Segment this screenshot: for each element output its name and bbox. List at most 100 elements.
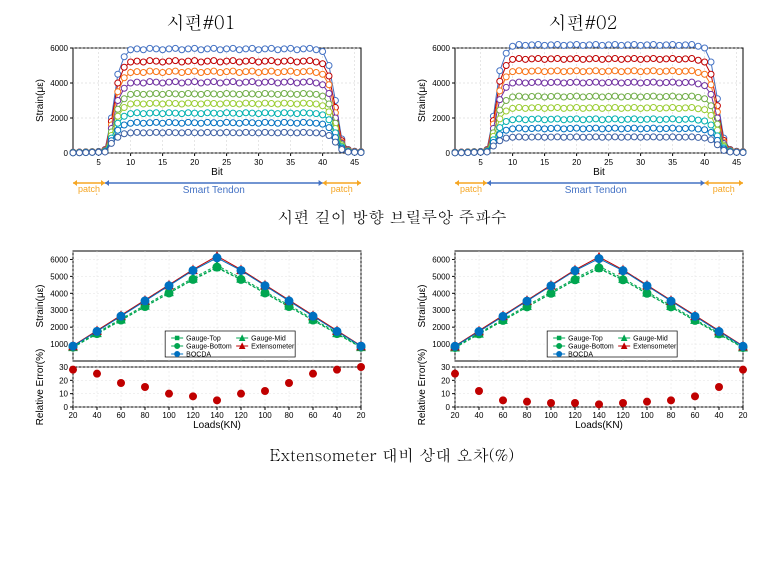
svg-text:80: 80 (667, 411, 676, 420)
svg-text:Strain(με): Strain(με) (35, 79, 46, 122)
svg-text:40: 40 (700, 158, 709, 167)
svg-text:Relative Error(%): Relative Error(%) (417, 349, 428, 426)
svg-text:Loads(KN): Loads(KN) (193, 420, 241, 431)
svg-text:20: 20 (572, 158, 581, 167)
svg-text:20: 20 (451, 411, 460, 420)
svg-text:30: 30 (636, 158, 645, 167)
svg-text:10: 10 (59, 390, 68, 399)
svg-text:25: 25 (604, 158, 613, 167)
svg-text:2000: 2000 (50, 323, 68, 332)
svg-text:80: 80 (523, 411, 532, 420)
svg-text:45: 45 (350, 158, 359, 167)
svg-text:Smart Tendon: Smart Tendon (183, 185, 245, 195)
svg-text:5000: 5000 (432, 272, 450, 281)
svg-text:BOCDA: BOCDA (186, 352, 211, 359)
svg-text:120: 120 (186, 411, 200, 420)
svg-text:10: 10 (508, 158, 517, 167)
svg-text:Relative Error(%): Relative Error(%) (35, 349, 46, 426)
svg-text:3000: 3000 (50, 306, 68, 315)
svg-text:10: 10 (126, 158, 135, 167)
svg-text:6000: 6000 (50, 255, 68, 264)
svg-text:5: 5 (478, 158, 483, 167)
svg-text:20: 20 (441, 376, 450, 385)
load-error-chart-2-svg: 1000 2000 3000 4000 5000 6000 Strain(με) Gauge-… (413, 243, 753, 433)
svg-text:40: 40 (93, 411, 102, 420)
svg-text:2000: 2000 (50, 114, 68, 123)
svg-text:120: 120 (616, 411, 630, 420)
svg-text:4000: 4000 (432, 289, 450, 298)
svg-text:100: 100 (640, 411, 654, 420)
svg-text:patchcord: patchcord (713, 184, 735, 195)
svg-text:1000: 1000 (50, 340, 68, 349)
svg-text:60: 60 (117, 411, 126, 420)
svg-text:35: 35 (668, 158, 677, 167)
svg-text:patchcord: patchcord (331, 184, 353, 195)
svg-text:4000: 4000 (432, 79, 450, 88)
svg-text:Gauge-Mid: Gauge-Mid (633, 336, 668, 343)
svg-text:Smart Tendon: Smart Tendon (565, 185, 627, 195)
svg-text:25: 25 (222, 158, 231, 167)
svg-text:Strain(με): Strain(με) (417, 79, 428, 122)
svg-text:6000: 6000 (50, 44, 68, 53)
svg-text:20: 20 (69, 411, 78, 420)
svg-text:80: 80 (285, 411, 294, 420)
svg-text:4000: 4000 (50, 289, 68, 298)
svg-text:Gauge-Mid: Gauge-Mid (251, 336, 286, 343)
load-chart-panel-1: 1000 2000 3000 4000 5000 6000 Strain(με) Gauge-… (31, 243, 371, 433)
svg-text:Bit: Bit (593, 167, 605, 178)
svg-text:0: 0 (446, 149, 451, 158)
svg-text:Gauge-Bottom: Gauge-Bottom (568, 344, 614, 351)
svg-text:5000: 5000 (50, 272, 68, 281)
panel-1-title: 시편#01 (31, 10, 371, 35)
svg-text:40: 40 (715, 411, 724, 420)
svg-text:Strain(με): Strain(με) (417, 284, 428, 327)
svg-text:120: 120 (234, 411, 248, 420)
svg-text:BOCDA: BOCDA (568, 352, 593, 359)
svg-text:60: 60 (309, 411, 318, 420)
svg-text:120: 120 (568, 411, 582, 420)
svg-text:2000: 2000 (432, 323, 450, 332)
svg-text:Gauge-Bottom: Gauge-Bottom (186, 344, 232, 351)
load-chart-panel-2: 1000 2000 3000 4000 5000 6000 Strain(με) Gauge-… (413, 243, 753, 433)
svg-text:Bit: Bit (211, 167, 223, 178)
svg-text:80: 80 (141, 411, 150, 420)
svg-text:40: 40 (333, 411, 342, 420)
svg-text:0: 0 (64, 149, 69, 158)
svg-text:Extensometer: Extensometer (633, 344, 677, 351)
svg-text:4000: 4000 (50, 79, 68, 88)
strain-chart-1-svg: 510152025303540450200040006000BitStrain(… (31, 40, 371, 195)
svg-text:40: 40 (318, 158, 327, 167)
svg-text:Gauge-Top: Gauge-Top (568, 336, 603, 343)
svg-text:40: 40 (475, 411, 484, 420)
svg-text:6000: 6000 (432, 255, 450, 264)
svg-text:20: 20 (357, 411, 366, 420)
svg-text:Strain(με): Strain(με) (35, 284, 46, 327)
svg-text:140: 140 (210, 411, 224, 420)
svg-text:35: 35 (286, 158, 295, 167)
strain-chart-2-svg: 5 10 15 20 25 30 35 40 45 0 2000 4000 6000 Bit Strain(… (413, 40, 753, 195)
svg-text:100: 100 (544, 411, 558, 420)
panel-2-title: 시편#02 (413, 10, 753, 35)
svg-text:140: 140 (592, 411, 606, 420)
svg-text:patchcord: patchcord (78, 184, 100, 195)
strain-chart-panel-2: 시편#02 5 10 15 20 25 30 35 40 45 0 2000 4000 6000 Bit S… (413, 10, 753, 195)
load-error-chart-1-svg: 1000 2000 3000 4000 5000 6000 Strain(με) Gauge-… (31, 243, 371, 433)
svg-text:30: 30 (59, 363, 68, 372)
svg-text:2000: 2000 (432, 114, 450, 123)
svg-text:20: 20 (59, 376, 68, 385)
svg-text:100: 100 (258, 411, 272, 420)
svg-text:15: 15 (540, 158, 549, 167)
svg-text:5: 5 (96, 158, 101, 167)
svg-text:45: 45 (732, 158, 741, 167)
svg-text:100: 100 (162, 411, 176, 420)
svg-text:30: 30 (254, 158, 263, 167)
strain-chart-panel-1: 시편#01 510152025303540450200040006000BitS… (31, 10, 371, 195)
svg-text:3000: 3000 (432, 306, 450, 315)
svg-text:Gauge-Top: Gauge-Top (186, 336, 221, 343)
svg-text:Loads(KN): Loads(KN) (575, 420, 623, 431)
section-2-title: Extensometer 대비 상대 오차(%) (20, 443, 764, 466)
svg-text:60: 60 (499, 411, 508, 420)
section-1-title: 시편 길이 방향 브릴루앙 주파수 (20, 205, 764, 228)
svg-text:1000: 1000 (432, 340, 450, 349)
svg-text:6000: 6000 (432, 44, 450, 53)
